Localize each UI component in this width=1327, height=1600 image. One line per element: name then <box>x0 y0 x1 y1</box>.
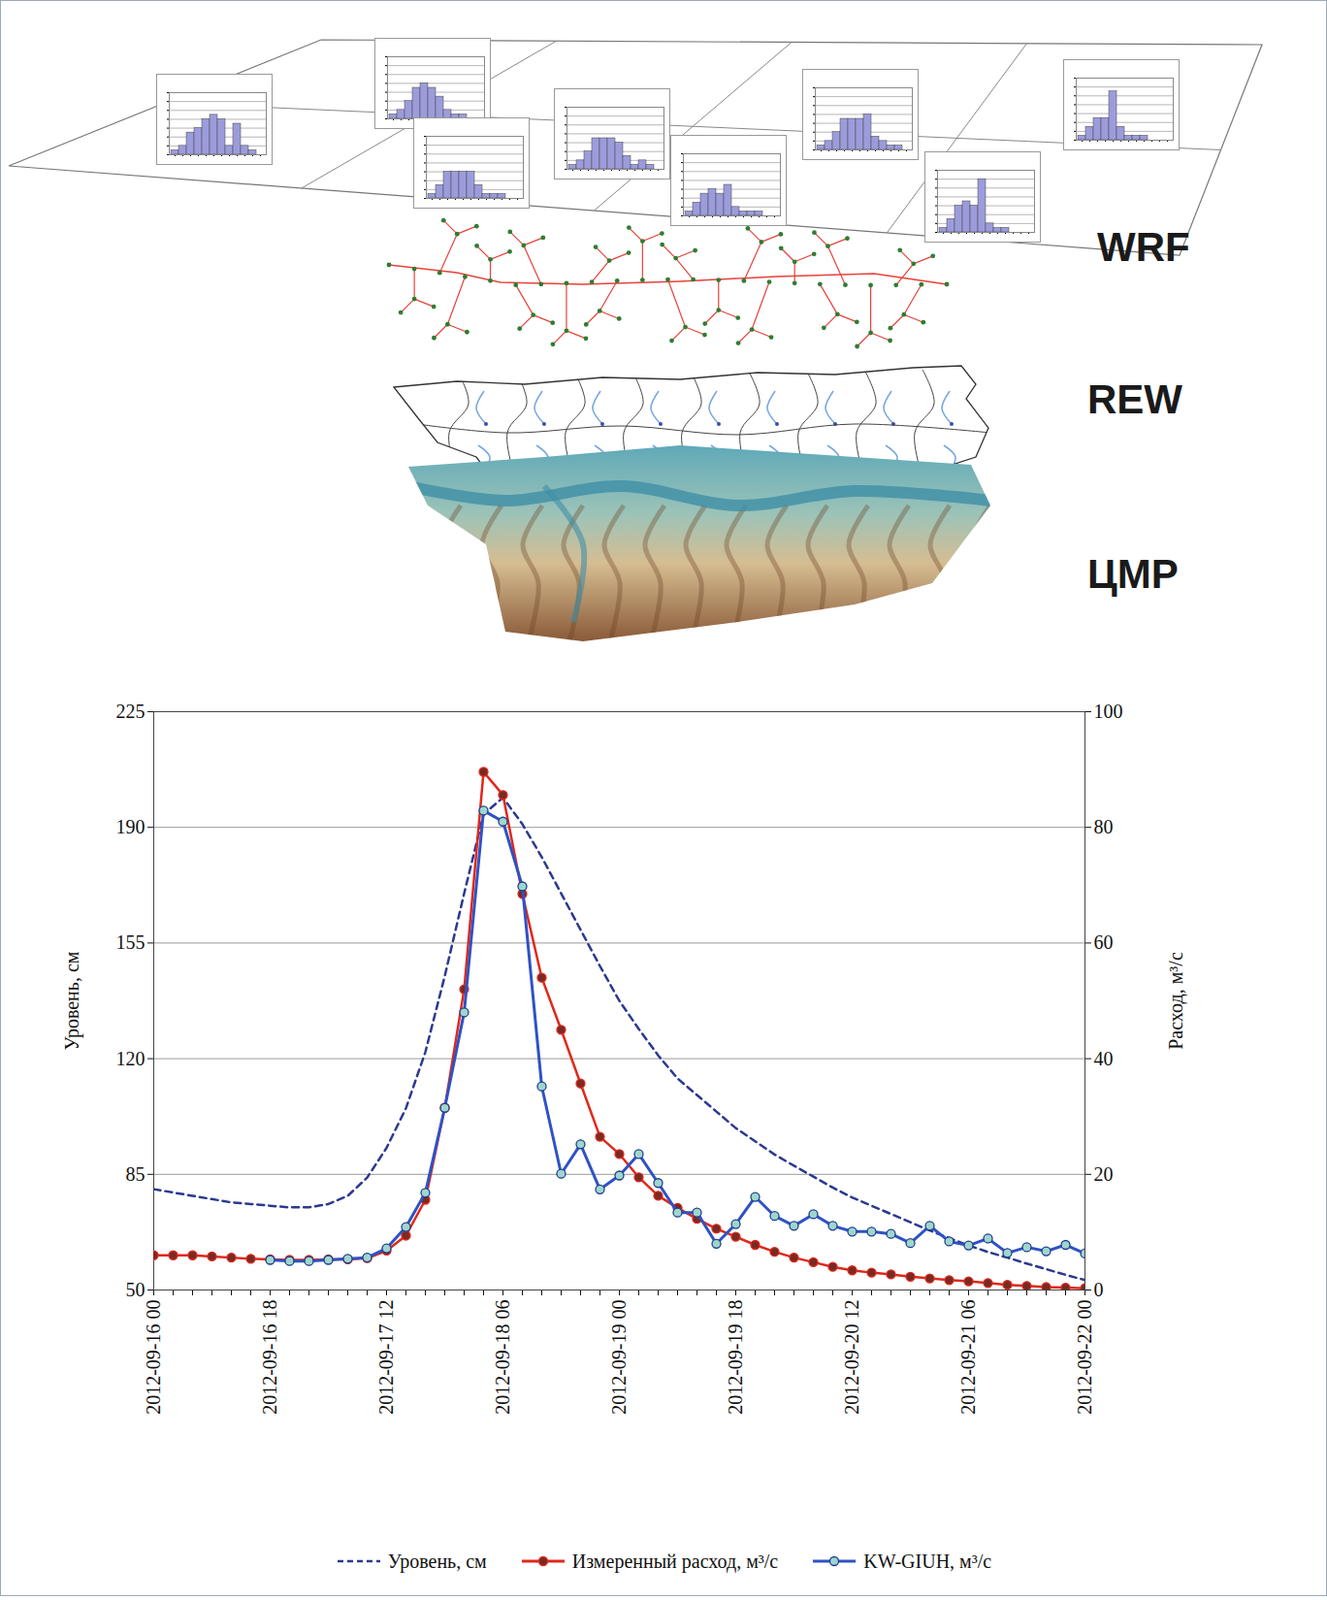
svg-text:190: 190 <box>116 815 146 838</box>
svg-text:2012-09-17 12: 2012-09-17 12 <box>375 1299 397 1415</box>
svg-text:2012-09-19 18: 2012-09-19 18 <box>724 1299 746 1415</box>
svg-text:155: 155 <box>116 931 146 953</box>
svg-text:REW: REW <box>1087 376 1183 422</box>
svg-text:120: 120 <box>116 1047 146 1069</box>
svg-text:40: 40 <box>1094 1047 1114 1069</box>
html-text:Измеренный расход, м³/с: Измеренный расход, м³/с <box>572 1549 779 1571</box>
svg-text:85: 85 <box>126 1163 146 1185</box>
svg-text:2012-09-22 00: 2012-09-22 00 <box>1073 1299 1096 1415</box>
html-text:Уровень, см: Уровень, см <box>387 1549 487 1571</box>
svg-text:2012-09-20 12: 2012-09-20 12 <box>841 1299 863 1415</box>
svg-text:Уровень, см: Уровень, см <box>61 950 84 1050</box>
svg-text:60: 60 <box>1094 931 1114 953</box>
svg-text:2012-09-19 00: 2012-09-19 00 <box>608 1299 630 1415</box>
svg-text:2012-09-21 06: 2012-09-21 06 <box>957 1299 979 1415</box>
svg-text:50: 50 <box>126 1278 146 1300</box>
svg-text:80: 80 <box>1094 815 1114 838</box>
svg-text:ЦМР: ЦМР <box>1087 550 1179 597</box>
svg-text:2012-09-18 06: 2012-09-18 06 <box>491 1299 514 1415</box>
svg-text:20: 20 <box>1094 1163 1114 1185</box>
html-text:KW-GIUH, м³/с: KW-GIUH, м³/с <box>863 1549 992 1571</box>
svg-text:WRF: WRF <box>1097 224 1191 270</box>
svg-text:2012-09-16 18: 2012-09-16 18 <box>258 1299 281 1415</box>
svg-text:Расход, м³/с: Расход, м³/с <box>1165 951 1188 1050</box>
svg-text:100: 100 <box>1094 700 1124 722</box>
svg-text:0: 0 <box>1094 1278 1104 1300</box>
svg-text:225: 225 <box>116 700 146 722</box>
svg-text:2012-09-16 00: 2012-09-16 00 <box>142 1299 164 1415</box>
